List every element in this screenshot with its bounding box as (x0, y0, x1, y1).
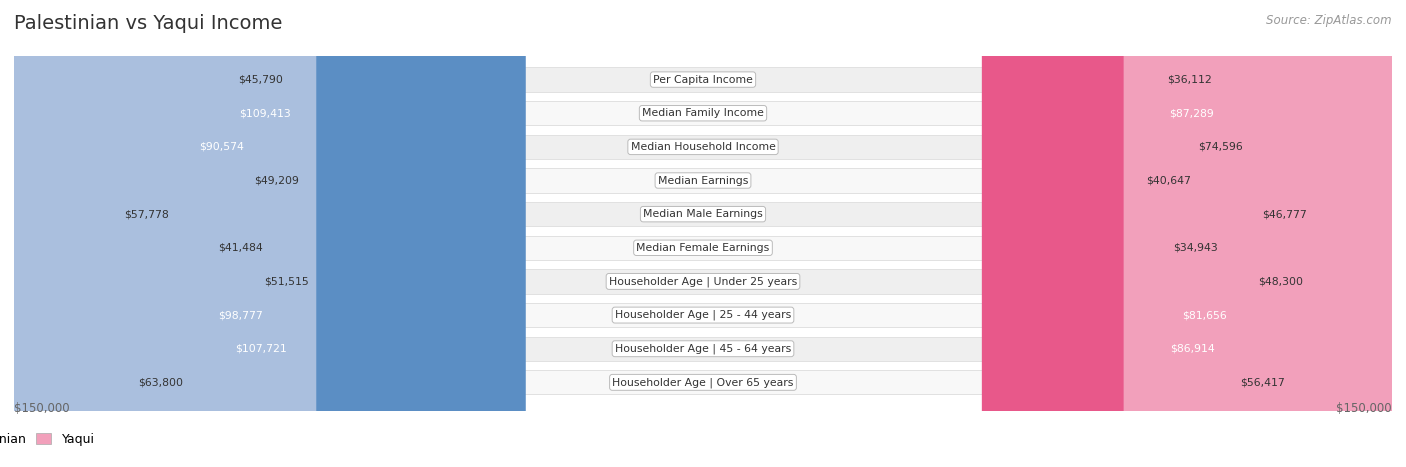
FancyBboxPatch shape (10, 67, 1396, 92)
FancyBboxPatch shape (10, 135, 1396, 159)
Text: $57,778: $57,778 (124, 209, 169, 219)
FancyBboxPatch shape (4, 0, 260, 467)
Text: $56,417: $56,417 (1240, 377, 1285, 387)
FancyBboxPatch shape (10, 169, 1396, 192)
Text: $51,515: $51,515 (264, 276, 309, 286)
FancyBboxPatch shape (1123, 0, 1402, 467)
Text: $81,656: $81,656 (1182, 310, 1227, 320)
FancyBboxPatch shape (1161, 0, 1402, 467)
FancyBboxPatch shape (4, 0, 288, 467)
FancyBboxPatch shape (1040, 0, 1402, 467)
FancyBboxPatch shape (1218, 0, 1402, 467)
FancyBboxPatch shape (10, 370, 1396, 395)
Text: $48,300: $48,300 (1258, 276, 1303, 286)
Text: $98,777: $98,777 (218, 310, 263, 320)
FancyBboxPatch shape (10, 202, 1396, 226)
Text: Householder Age | Over 65 years: Householder Age | Over 65 years (612, 377, 794, 388)
Text: $74,596: $74,596 (1198, 142, 1243, 152)
Text: $46,777: $46,777 (1263, 209, 1308, 219)
Text: Median Household Income: Median Household Income (630, 142, 776, 152)
Text: Median Family Income: Median Family Income (643, 108, 763, 118)
Text: $107,721: $107,721 (236, 344, 287, 354)
Text: Median Female Earnings: Median Female Earnings (637, 243, 769, 253)
Text: Median Earnings: Median Earnings (658, 176, 748, 185)
FancyBboxPatch shape (4, 0, 477, 467)
Text: $150,000: $150,000 (1336, 402, 1392, 415)
FancyBboxPatch shape (4, 0, 316, 467)
FancyBboxPatch shape (10, 303, 1396, 327)
FancyBboxPatch shape (984, 0, 1402, 467)
FancyBboxPatch shape (981, 0, 1402, 467)
FancyBboxPatch shape (4, 0, 214, 467)
Text: $109,413: $109,413 (239, 108, 291, 118)
Text: $41,484: $41,484 (218, 243, 263, 253)
Text: $150,000: $150,000 (14, 402, 70, 415)
Text: $34,943: $34,943 (1173, 243, 1218, 253)
Text: $86,914: $86,914 (1170, 344, 1215, 354)
FancyBboxPatch shape (4, 0, 526, 467)
Text: Source: ZipAtlas.com: Source: ZipAtlas.com (1267, 14, 1392, 27)
Text: Householder Age | 25 - 44 years: Householder Age | 25 - 44 years (614, 310, 792, 320)
Text: $40,647: $40,647 (1147, 176, 1191, 185)
Text: $63,800: $63,800 (138, 377, 183, 387)
Text: Householder Age | 45 - 64 years: Householder Age | 45 - 64 years (614, 343, 792, 354)
FancyBboxPatch shape (10, 236, 1396, 260)
Text: $36,112: $36,112 (1167, 75, 1212, 85)
Text: Per Capita Income: Per Capita Income (652, 75, 754, 85)
FancyBboxPatch shape (1197, 0, 1402, 467)
Text: $90,574: $90,574 (200, 142, 245, 152)
FancyBboxPatch shape (1222, 0, 1402, 467)
Text: $49,209: $49,209 (254, 176, 298, 185)
FancyBboxPatch shape (4, 0, 439, 467)
FancyBboxPatch shape (10, 101, 1396, 125)
Legend: Palestinian, Yaqui: Palestinian, Yaqui (0, 428, 100, 451)
Text: Median Male Earnings: Median Male Earnings (643, 209, 763, 219)
FancyBboxPatch shape (4, 0, 233, 467)
Text: Householder Age | Under 25 years: Householder Age | Under 25 years (609, 276, 797, 287)
FancyBboxPatch shape (4, 0, 517, 467)
FancyBboxPatch shape (4, 0, 249, 467)
Text: $87,289: $87,289 (1170, 108, 1213, 118)
Text: Palestinian vs Yaqui Income: Palestinian vs Yaqui Income (14, 14, 283, 33)
FancyBboxPatch shape (1168, 0, 1402, 467)
FancyBboxPatch shape (10, 337, 1396, 361)
FancyBboxPatch shape (10, 269, 1396, 294)
Text: $45,790: $45,790 (238, 75, 283, 85)
FancyBboxPatch shape (1008, 0, 1402, 467)
